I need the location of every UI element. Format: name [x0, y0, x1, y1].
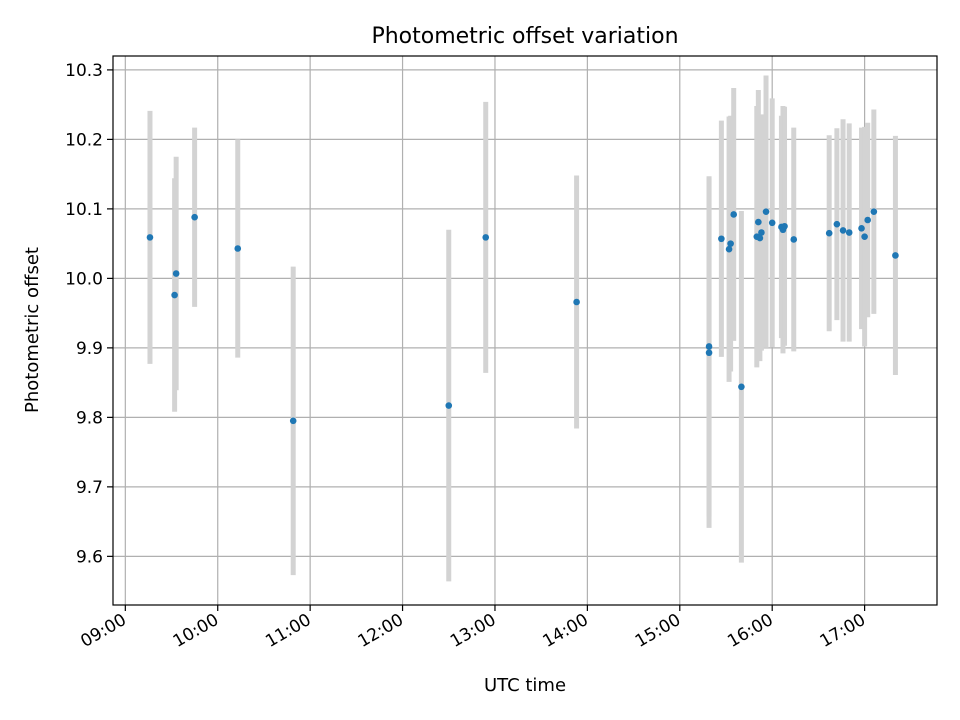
data-point [718, 235, 725, 243]
data-point [858, 225, 865, 232]
y-tick-label: 9.9 [76, 339, 103, 359]
y-tick-label: 9.6 [76, 547, 103, 567]
y-tick-label: 9.8 [76, 408, 103, 428]
y-tick-label: 10.2 [65, 130, 103, 150]
data-point [845, 229, 853, 236]
data-point [864, 216, 871, 224]
data-point [839, 227, 847, 234]
y-tick-label: 10.1 [65, 200, 103, 220]
data-point [727, 240, 734, 247]
chart-title: Photometric offset variation [371, 24, 678, 49]
data-point [825, 229, 833, 237]
data-points [146, 208, 899, 425]
y-tick-label: 9.7 [76, 478, 103, 498]
data-point [705, 343, 713, 350]
data-point [482, 234, 490, 241]
data-point [573, 298, 580, 306]
data-point [870, 208, 878, 215]
data-point [191, 213, 198, 221]
data-point [172, 270, 180, 277]
y-tick-label: 10.0 [65, 269, 103, 289]
data-point [892, 252, 899, 259]
data-point [725, 245, 733, 253]
y-tick-label: 10.3 [65, 61, 103, 81]
data-point [445, 402, 453, 409]
data-point [171, 291, 178, 299]
data-point [146, 234, 154, 241]
data-point [730, 211, 737, 218]
y-axis-label: Photometric offset [22, 247, 43, 413]
plot-frame [112, 55, 938, 606]
data-point [762, 208, 770, 215]
data-point [755, 218, 762, 226]
data-point [705, 349, 713, 357]
data-point [768, 219, 776, 227]
data-point [861, 233, 868, 240]
data-point [790, 236, 798, 243]
data-point [758, 229, 765, 236]
data-point [234, 245, 242, 252]
x-axis-label: UTC time [484, 675, 566, 696]
grid [113, 56, 937, 605]
data-point [289, 417, 297, 425]
data-point [781, 222, 788, 230]
data-point [738, 383, 745, 391]
data-point [756, 234, 764, 242]
data-point [833, 220, 841, 228]
